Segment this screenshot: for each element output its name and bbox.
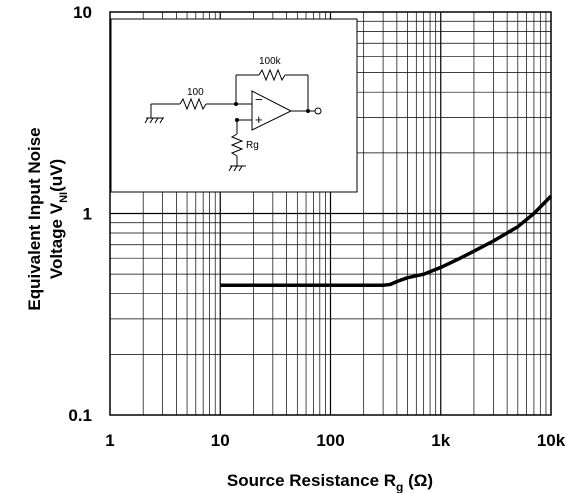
x-tick-label: 1 [105,431,114,450]
inset-box [110,18,358,193]
op-amp-icon [236,90,315,131]
output-terminal-icon [314,107,322,115]
x-tick-labels: 1 10 100 1k 10k [105,431,565,450]
feedback-resistor-label: 100k [259,56,282,67]
input-resistor-label: 100 [187,87,204,98]
x-axis-title: Source Resistance Rg (Ω) [227,471,433,493]
x-tick-label: 100 [316,431,344,450]
x-tick-label: 10 [211,431,230,450]
source-resistor-rg [230,118,244,166]
source-resistor-label: Rg [246,140,259,151]
op-amp-minus-sign: − [255,92,263,107]
y-axis-title-line1: Equivalent Input Noise [25,127,44,310]
noise-curve-series-0 [220,194,553,288]
x-tick-label: 10k [537,431,566,450]
y-tick-label: 1 [83,205,92,224]
ground-icon-input [144,104,164,124]
ground-icon-rg [228,165,246,172]
y-tick-label: 0.1 [68,406,92,425]
y-tick-label: 10 [73,3,92,22]
y-tick-labels: 0.1 1 10 [68,3,92,425]
input-resistor [151,97,236,111]
plot-frame [109,11,552,416]
op-amp-plus-sign: + [255,112,263,127]
output-junction-dot [306,109,310,113]
series-group [220,194,553,288]
x-tick-label: 1k [431,431,450,450]
feedback-resistor [235,68,309,111]
y-axis-title-line2: Voltage VNI(uV) [47,159,70,279]
inset-schematic: 100 100k − + Rg [110,18,358,193]
